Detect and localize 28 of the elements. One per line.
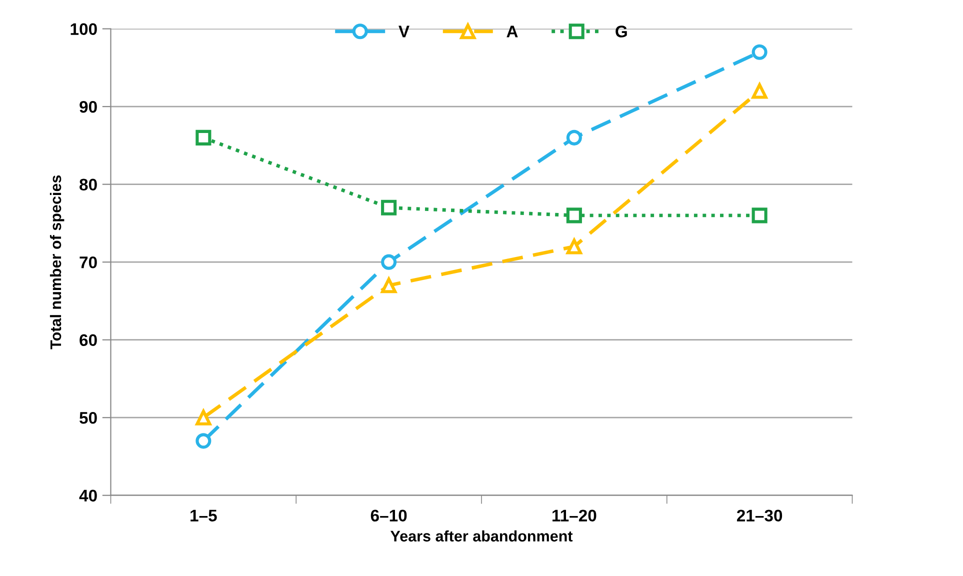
point <box>196 130 212 146</box>
y-tick-label: 70 <box>80 256 97 268</box>
point <box>381 278 397 294</box>
y-tick-label: 50 <box>80 412 97 424</box>
x-tick-label: 11–20 <box>552 510 596 522</box>
point <box>381 200 397 216</box>
x-axis-title: Years after abandonment <box>390 530 573 542</box>
y-tick-label: 60 <box>80 334 97 346</box>
y-axis-title: Total number of species <box>50 175 64 350</box>
point <box>752 83 768 99</box>
point <box>566 208 582 224</box>
x-tick-label: 1–5 <box>190 510 217 522</box>
point <box>752 44 768 60</box>
y-tick-label: 40 <box>79 490 97 502</box>
point <box>381 254 397 270</box>
x-tick-label: 21–30 <box>736 510 782 522</box>
point <box>196 433 212 449</box>
point <box>566 238 582 254</box>
legend-label: A <box>506 26 518 38</box>
point <box>566 130 582 146</box>
legend-label: G <box>616 26 627 38</box>
legend-label: V <box>398 26 410 38</box>
y-tick-label: 80 <box>80 178 97 191</box>
y-tick-label: 90 <box>80 100 97 113</box>
x-tick-label: 6–10 <box>370 510 407 522</box>
point <box>196 410 212 426</box>
y-tick-label: 100 <box>70 23 97 36</box>
point <box>752 208 768 224</box>
